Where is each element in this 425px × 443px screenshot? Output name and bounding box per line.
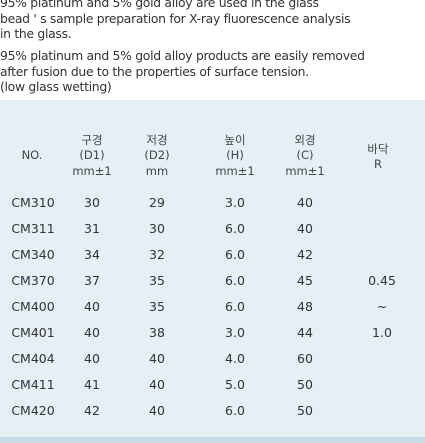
cell-model: CM404 [11, 351, 55, 366]
cell-d1: 42 [84, 403, 100, 418]
cell-model: CM340 [11, 247, 55, 262]
header-d1-symbol: (D1) [79, 148, 105, 162]
cell-d2: 40 [149, 377, 165, 392]
cell-c: 60 [297, 351, 313, 366]
cell-h: 6.0 [225, 247, 245, 262]
cell-d1: 40 [84, 351, 100, 366]
cell-h: 5.0 [225, 377, 245, 392]
header-c-unit: mm±1 [285, 164, 325, 178]
intro-line: bead ' s sample preparation for X-ray fl… [0, 10, 351, 26]
cell-model: CM411 [11, 377, 55, 392]
intro-paragraph-1: 95% platinum and 5% gold alloy are used … [0, 0, 351, 42]
cell-d2: 35 [149, 299, 165, 314]
cell-c: 48 [297, 299, 313, 314]
intro-line: (low glass wetting) [0, 79, 112, 94]
header-no: NO. [21, 148, 43, 162]
cell-d1: 30 [84, 195, 100, 210]
header-h-symbol: (H) [226, 148, 244, 162]
header-d2-symbol: (D2) [144, 148, 170, 162]
cell-c: 50 [297, 377, 313, 392]
intro-line: in the glass. [0, 26, 72, 41]
cell-model: CM311 [11, 221, 55, 236]
spec-table: NO. 구경 (D1) mm±1 저경 (D2) mm 높이 (H) mm±1 … [0, 100, 425, 443]
cell-h: 6.0 [225, 299, 245, 314]
cell-d1: 40 [84, 299, 100, 314]
cell-c: 40 [297, 195, 313, 210]
cell-c: 45 [297, 273, 313, 288]
header-r-korean: 바닥 [367, 142, 389, 156]
header-c-korean: 외경 [294, 133, 316, 147]
cell-r-tilde: ~ [376, 299, 388, 314]
intro-paragraph-2: 95% platinum and 5% gold alloy products … [0, 48, 365, 95]
cell-model: CM400 [11, 299, 55, 314]
cell-d1: 40 [84, 325, 100, 340]
cell-model: CM401 [11, 325, 55, 340]
cell-h: 3.0 [225, 195, 245, 210]
header-h-korean: 높이 [224, 133, 246, 147]
header-h-unit: mm±1 [215, 164, 255, 178]
cell-d2: 30 [149, 221, 165, 236]
header-d1-korean: 구경 [81, 133, 103, 147]
header-c-symbol: (C) [296, 148, 314, 162]
header-d2-unit: mm [145, 164, 169, 178]
cell-h: 3.0 [225, 325, 245, 340]
cell-h: 6.0 [225, 403, 245, 418]
cell-d1: 37 [84, 273, 100, 288]
cell-h: 4.0 [225, 351, 245, 366]
header-d2-korean: 저경 [146, 133, 168, 147]
cell-d1: 31 [84, 221, 100, 236]
cell-d1: 41 [84, 377, 100, 392]
cell-c: 42 [297, 247, 313, 262]
intro-line: after fusion due to the properties of su… [0, 63, 309, 79]
cell-d2: 40 [149, 351, 165, 366]
cell-model: CM310 [11, 195, 55, 210]
cell-c: 44 [297, 325, 313, 340]
header-r-symbol: R [374, 157, 382, 171]
intro-line: 95% platinum and 5% gold alloy products … [0, 48, 365, 63]
header-d1-unit: mm±1 [72, 164, 112, 178]
cell-d2: 40 [149, 403, 165, 418]
cell-d2: 32 [149, 247, 165, 262]
cell-h: 6.0 [225, 221, 245, 236]
cell-model: CM370 [11, 273, 55, 288]
cell-model: CM420 [11, 403, 55, 418]
intro-line: 95% platinum and 5% gold alloy are used … [0, 0, 319, 10]
cell-r-top: 0.45 [368, 273, 396, 288]
cell-d2: 38 [149, 325, 165, 340]
cell-c: 40 [297, 221, 313, 236]
cell-d1: 34 [84, 247, 100, 262]
cell-c: 50 [297, 403, 313, 418]
cell-h: 6.0 [225, 273, 245, 288]
cell-d2: 35 [149, 273, 165, 288]
cell-r-bottom: 1.0 [372, 325, 392, 340]
cell-d2: 29 [149, 195, 165, 210]
table-bottom-border [0, 437, 425, 443]
